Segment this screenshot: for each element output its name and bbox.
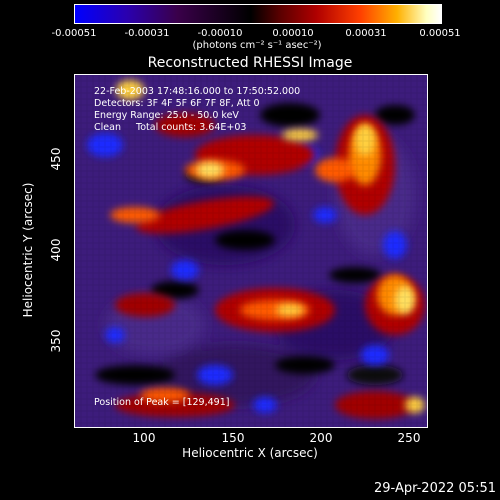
colorbar-tick: -0.00010: [197, 28, 243, 39]
image-title: Reconstructed RHESSI Image: [147, 55, 353, 71]
x-tick-label: 100: [132, 431, 156, 445]
detectors: Detectors: 3F 4F 5F 6F 7F 8F, Att 0: [94, 98, 260, 109]
x-tick-label: 200: [309, 431, 333, 445]
colorbar: [74, 4, 442, 24]
y-tick-label: 400: [49, 238, 63, 262]
x-tick-label: 150: [221, 431, 245, 445]
y-tick-label: 450: [49, 147, 63, 171]
time-range: 22-Feb-2003 17:48:16.000 to 17:50:52.000: [94, 86, 301, 97]
x-tick-label: 250: [397, 431, 421, 445]
colorbar-tick: 0.00051: [419, 28, 461, 39]
total-counts: Clean Total counts: 3.64E+03: [94, 122, 247, 133]
peak-position: Position of Peak = [129,491]: [94, 397, 230, 408]
colorbar-tick: -0.00051: [51, 28, 97, 39]
colorbar-unit: (photons cm⁻² s⁻¹ asec⁻²): [192, 40, 322, 51]
colorbar-tick: 0.00031: [345, 28, 387, 39]
emission-map: [75, 75, 427, 427]
y-tick-label: 350: [49, 329, 63, 353]
energy-range: Energy Range: 25.0 - 50.0 keV: [94, 110, 239, 121]
solar-image: [74, 74, 428, 428]
observation-info: 22-Feb-2003 17:48:16.000 to 17:50:52.000…: [94, 86, 300, 134]
y-axis-label: Heliocentric Y (arcsec): [21, 182, 35, 318]
colorbar-tick: 0.00010: [272, 28, 314, 39]
timestamp: 29-Apr-2022 05:51: [374, 481, 496, 496]
colorbar-tick: -0.00031: [124, 28, 170, 39]
x-axis-label: Heliocentric X (arcsec): [182, 446, 318, 460]
